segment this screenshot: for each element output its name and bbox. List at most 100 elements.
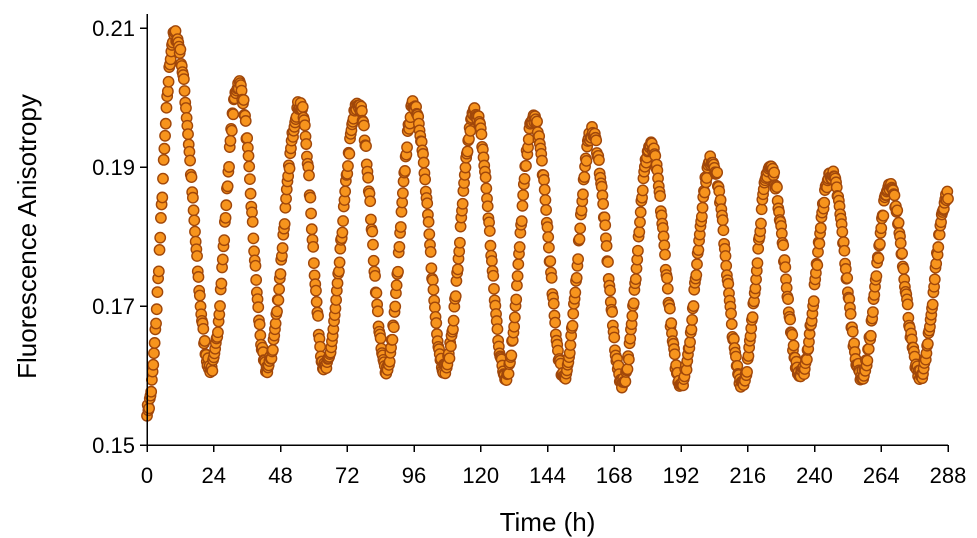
data-point — [459, 161, 472, 174]
data-point — [928, 273, 941, 286]
data-point — [599, 219, 612, 232]
data-point — [147, 358, 160, 371]
data-point — [606, 306, 619, 318]
data-point — [360, 140, 372, 152]
data-point — [686, 314, 699, 326]
data-point — [185, 171, 198, 184]
data-point — [150, 303, 163, 316]
data-point — [545, 271, 558, 284]
data-point — [362, 171, 375, 184]
data-point — [512, 258, 525, 271]
data-point — [897, 262, 910, 275]
data-point — [427, 283, 440, 296]
x-tick-label: 24 — [202, 463, 226, 488]
data-point — [426, 274, 439, 287]
data-point — [447, 314, 460, 327]
data-point — [430, 317, 443, 329]
data-point — [573, 233, 586, 246]
x-tick-label: 240 — [796, 463, 833, 488]
data-point — [888, 189, 901, 202]
y-tick-label: 0.19 — [92, 155, 135, 180]
data-point — [215, 277, 228, 290]
data-point — [241, 132, 254, 144]
data-point — [193, 289, 206, 302]
data-point — [303, 169, 315, 182]
data-point — [307, 240, 320, 253]
data-point — [475, 128, 488, 141]
data-point — [836, 225, 849, 238]
data-point — [224, 134, 237, 147]
data-point — [864, 329, 877, 342]
data-point — [155, 211, 167, 224]
data-point — [784, 313, 797, 326]
data-point — [305, 223, 318, 236]
data-point — [659, 248, 671, 261]
data-point — [244, 187, 257, 200]
data-point — [518, 172, 531, 185]
x-tick-label: 96 — [402, 463, 426, 488]
data-point — [515, 215, 528, 228]
data-point — [300, 138, 313, 150]
data-point — [782, 293, 794, 305]
data-point — [654, 190, 667, 202]
data-point — [151, 286, 164, 298]
data-point — [621, 363, 634, 376]
data-point — [502, 367, 515, 380]
data-point — [298, 119, 311, 132]
data-points-layer — [141, 25, 954, 422]
data-point — [387, 321, 400, 334]
data-point — [531, 115, 543, 128]
data-point — [685, 323, 698, 336]
data-point — [218, 234, 231, 247]
data-point — [505, 349, 518, 362]
data-point — [698, 186, 711, 199]
data-point — [593, 154, 605, 166]
data-point — [626, 310, 639, 322]
data-point — [777, 239, 790, 252]
data-point — [198, 335, 211, 347]
data-point — [862, 343, 875, 355]
data-point — [161, 85, 174, 98]
data-point — [746, 311, 759, 324]
x-tick-label: 48 — [268, 463, 292, 488]
data-point — [371, 305, 384, 318]
data-point — [364, 195, 377, 208]
data-point — [841, 272, 854, 284]
data-point — [921, 337, 934, 350]
data-point — [225, 124, 238, 137]
data-point — [305, 207, 317, 220]
data-point — [389, 300, 402, 313]
x-tick-label: 144 — [529, 463, 566, 488]
x-tick-label: 216 — [729, 463, 766, 488]
data-point — [577, 188, 589, 201]
data-point — [629, 273, 642, 286]
data-point — [152, 265, 165, 278]
data-point — [396, 187, 409, 200]
data-point — [786, 328, 799, 341]
data-point — [188, 214, 201, 227]
data-point — [779, 261, 792, 274]
data-point — [542, 241, 555, 254]
data-point — [444, 340, 457, 353]
data-point — [807, 295, 820, 308]
data-point — [150, 317, 162, 330]
data-point — [242, 150, 255, 162]
data-point — [814, 222, 827, 234]
data-point — [861, 354, 874, 367]
data-point — [741, 365, 753, 378]
data-point — [513, 241, 526, 253]
data-point — [392, 265, 404, 278]
x-tick-label: 72 — [335, 463, 359, 488]
data-point — [818, 196, 831, 209]
data-point — [661, 272, 673, 285]
data-point — [566, 319, 579, 332]
data-point — [339, 185, 352, 198]
data-point — [206, 364, 219, 377]
data-point — [212, 326, 224, 339]
data-point — [246, 215, 259, 228]
data-point — [187, 204, 200, 217]
data-point — [711, 166, 724, 179]
data-point — [425, 262, 438, 275]
data-point — [811, 259, 824, 272]
